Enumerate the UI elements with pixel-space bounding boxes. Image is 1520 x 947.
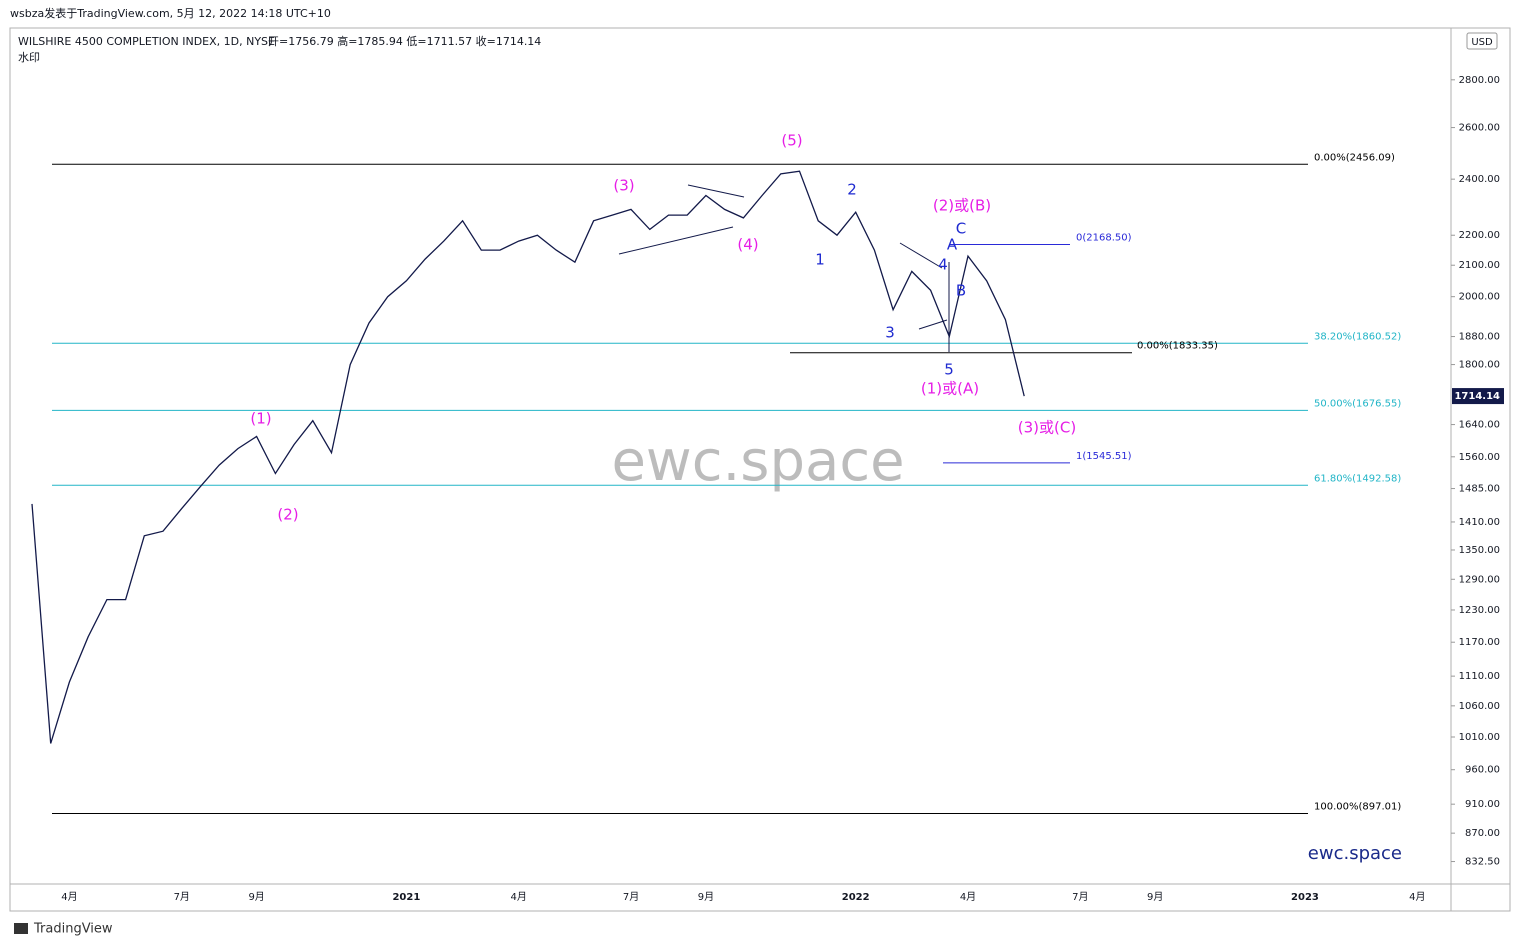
logo-icon xyxy=(14,923,28,934)
y-tick-label: 2100.00 xyxy=(1459,260,1500,271)
y-tick-label: 1800.00 xyxy=(1459,360,1500,371)
x-tick-label: 4月 xyxy=(1409,891,1425,903)
y-tick-label: 1170.00 xyxy=(1459,637,1500,648)
y-tick-label: 1485.00 xyxy=(1459,484,1500,495)
last-price: 1714.14 xyxy=(1454,391,1500,402)
y-tick-label: 1560.00 xyxy=(1459,452,1500,463)
footer-logo[interactable]: TradingView xyxy=(33,922,113,937)
last-price-tag xyxy=(1452,388,1504,405)
wave-label: (3) xyxy=(613,177,634,195)
y-tick-label: 870.00 xyxy=(1465,828,1500,839)
y-tick-label: 2400.00 xyxy=(1459,174,1500,185)
wave-label: C xyxy=(956,220,966,238)
wave-label: (2) xyxy=(277,506,298,524)
level-label: 61.80%(1492.58) xyxy=(1314,473,1401,484)
trendline xyxy=(899,242,943,269)
wave-label: 4 xyxy=(938,256,948,274)
y-tick-label: 2600.00 xyxy=(1459,123,1500,134)
trendline xyxy=(618,226,734,255)
level-label: 0(2168.50) xyxy=(1076,233,1132,244)
y-tick-label: 2200.00 xyxy=(1459,230,1500,241)
y-tick-label: 1110.00 xyxy=(1459,671,1500,682)
x-tick-label: 9月 xyxy=(248,891,264,903)
level-label: 0.00%(2456.09) xyxy=(1314,152,1395,163)
y-tick-label: 1640.00 xyxy=(1459,420,1500,431)
brand: ewc.space xyxy=(1308,843,1402,864)
wave-label: 3 xyxy=(885,324,895,342)
level-label: 38.20%(1860.52) xyxy=(1314,331,1401,342)
price-line xyxy=(31,170,1025,744)
wave-label: (5) xyxy=(781,132,802,150)
wave-label: (1)或(A) xyxy=(921,380,979,398)
y-tick-label: 1880.00 xyxy=(1459,332,1500,343)
x-tick-label: 4月 xyxy=(511,891,527,903)
trendline xyxy=(918,319,948,330)
x-tick-label: 2023 xyxy=(1291,892,1319,903)
x-tick-label: 4月 xyxy=(960,891,976,903)
y-tick-label: 1350.00 xyxy=(1459,545,1500,556)
watermark: ewc.space xyxy=(611,429,904,494)
wave-label: 2 xyxy=(847,181,857,199)
x-tick-label: 4月 xyxy=(61,891,77,903)
wave-label: (2)或(B) xyxy=(933,197,991,215)
x-tick-label: 7月 xyxy=(174,891,190,903)
trendline xyxy=(687,184,745,198)
wave-label: (4) xyxy=(737,236,758,254)
y-tick-label: 960.00 xyxy=(1465,765,1500,776)
x-tick-label: 7月 xyxy=(623,891,639,903)
published-line: wsbza发表于TradingView.com, 5月 12, 2022 14:… xyxy=(10,6,331,20)
y-tick-label: 1060.00 xyxy=(1459,701,1500,712)
wave-label: A xyxy=(947,236,958,254)
x-tick-label: 2021 xyxy=(392,892,420,903)
currency[interactable]: USD xyxy=(1471,37,1493,48)
wave-label: (3)或(C) xyxy=(1018,419,1076,437)
wave-label: 1 xyxy=(815,251,825,269)
level-label: 0.00%(1833.35) xyxy=(1137,341,1218,352)
note: 水印 xyxy=(18,51,40,64)
wave-label: B xyxy=(956,282,966,300)
x-tick-label: 9月 xyxy=(698,891,714,903)
x-tick-label: 7月 xyxy=(1072,891,1088,903)
level-label: 1(1545.51) xyxy=(1076,451,1132,462)
y-tick-label: 1230.00 xyxy=(1459,605,1500,616)
x-tick-label: 9月 xyxy=(1147,891,1163,903)
currency-box[interactable] xyxy=(1466,32,1498,50)
y-tick-label: 1010.00 xyxy=(1459,732,1500,743)
y-tick-label: 910.00 xyxy=(1465,799,1500,810)
y-tick-label: 2800.00 xyxy=(1459,75,1500,86)
wave-label: 5 xyxy=(944,361,954,379)
level-label: 50.00%(1676.55) xyxy=(1314,398,1401,409)
y-tick-label: 1410.00 xyxy=(1459,517,1500,528)
frame xyxy=(9,27,1511,912)
chart-title: WILSHIRE 4500 COMPLETION INDEX, 1D, NYSE xyxy=(18,35,275,48)
ohlc-info: 开=1756.79 高=1785.94 低=1711.57 收=1714.14 xyxy=(268,34,541,48)
x-tick-label: 2022 xyxy=(842,892,870,903)
y-tick-label: 2000.00 xyxy=(1459,292,1500,303)
level-label: 100.00%(897.01) xyxy=(1314,801,1401,812)
wave-label: (1) xyxy=(250,410,271,428)
y-tick-label: 832.50 xyxy=(1465,857,1500,868)
y-tick-label: 1290.00 xyxy=(1459,574,1500,585)
